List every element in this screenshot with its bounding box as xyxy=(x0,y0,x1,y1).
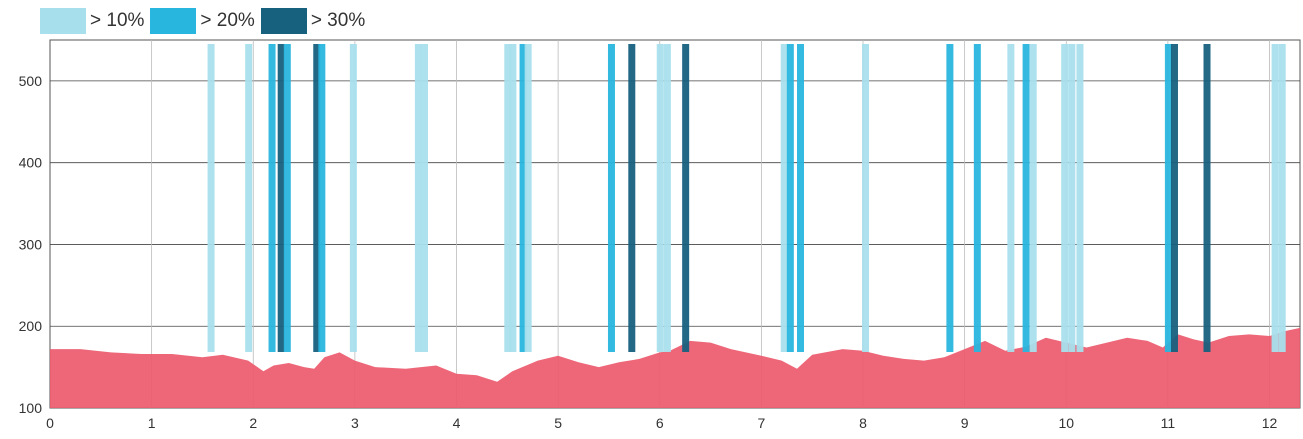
threshold-marker-bar xyxy=(663,44,671,352)
threshold-marker-bar xyxy=(1068,44,1076,352)
threshold-marker-bar xyxy=(504,44,512,352)
threshold-marker-bar xyxy=(313,44,321,352)
y-tick-label: 300 xyxy=(19,236,43,252)
threshold-marker-bar xyxy=(780,44,788,352)
threshold-marker-bar xyxy=(349,44,357,352)
threshold-marker-bar xyxy=(973,44,981,352)
y-tick-label: 200 xyxy=(19,318,43,334)
threshold-marker-bar xyxy=(1029,44,1037,352)
legend-swatch xyxy=(260,8,307,34)
threshold-marker-bar xyxy=(607,44,615,352)
x-tick-label: 8 xyxy=(859,415,867,431)
x-tick-label: 9 xyxy=(961,415,969,431)
threshold-marker-bar xyxy=(1203,44,1211,352)
x-tick-label: 4 xyxy=(453,415,461,431)
threshold-marker-bar xyxy=(862,44,870,352)
legend-label: > 30% xyxy=(310,10,366,31)
threshold-marker-bar xyxy=(509,44,517,352)
threshold-marker-bar xyxy=(420,44,428,352)
x-tick-label: 6 xyxy=(656,415,664,431)
threshold-marker-bar xyxy=(283,44,291,352)
threshold-marker-bar xyxy=(268,44,276,352)
threshold-marker-bar xyxy=(1170,44,1178,352)
area-series xyxy=(50,327,1300,408)
legend-item: > 20% xyxy=(150,8,255,34)
threshold-marker-bar xyxy=(946,44,954,352)
threshold-marker-bar xyxy=(1278,44,1286,352)
x-tick-label: 7 xyxy=(757,415,765,431)
legend-item: > 30% xyxy=(260,8,366,34)
legend-label: > 20% xyxy=(200,10,255,31)
threshold-marker-bar xyxy=(207,44,215,352)
legend-item: > 10% xyxy=(40,8,144,34)
x-tick-label: 1 xyxy=(148,415,156,431)
x-tick-label: 5 xyxy=(554,415,562,431)
legend-label: > 10% xyxy=(90,10,145,31)
threshold-marker-bar xyxy=(277,44,285,352)
y-tick-label: 400 xyxy=(19,155,43,171)
threshold-marker-bar xyxy=(628,44,636,352)
threshold-marker-bar xyxy=(797,44,804,352)
y-tick-label: 100 xyxy=(19,400,43,416)
threshold-marker-bar xyxy=(1007,44,1015,352)
threshold-marker-bar xyxy=(1076,44,1084,352)
threshold-marker-bar xyxy=(786,44,794,352)
threshold-marker-bar xyxy=(414,44,422,352)
threshold-marker-bar xyxy=(682,44,690,352)
x-tick-label: 2 xyxy=(249,415,257,431)
threshold-marker-bar xyxy=(1271,44,1279,352)
y-tick-label: 500 xyxy=(19,73,43,89)
threshold-marker-bar xyxy=(1022,44,1030,352)
x-tick-label: 11 xyxy=(1161,415,1176,431)
threshold-marker-bar xyxy=(519,44,527,352)
x-tick-label: 10 xyxy=(1058,415,1074,431)
x-tick-label: 3 xyxy=(351,415,359,431)
threshold-marker-bar xyxy=(656,44,664,352)
legend-swatch xyxy=(150,8,197,34)
x-tick-label: 0 xyxy=(46,415,54,431)
threshold-marker-bar xyxy=(1164,44,1172,352)
threshold-marker-bar xyxy=(1061,44,1069,352)
threshold-marker-bar xyxy=(245,44,253,352)
x-tick-label: 12 xyxy=(1262,415,1278,431)
legend-swatch xyxy=(40,8,86,34)
threshold-marker-bar xyxy=(318,44,326,352)
chart-legend: > 10% > 20% > 30% xyxy=(40,4,365,38)
threshold-marker-bar xyxy=(524,44,532,352)
